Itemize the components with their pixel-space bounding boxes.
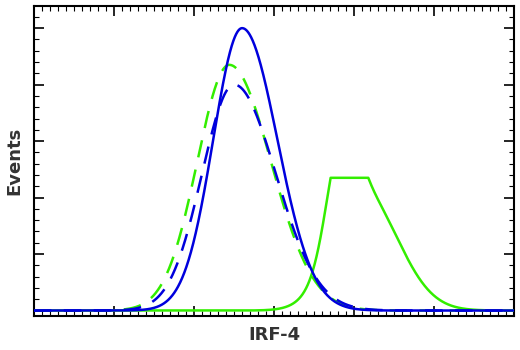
Y-axis label: Events: Events	[6, 127, 23, 195]
X-axis label: IRF-4: IRF-4	[248, 327, 300, 344]
